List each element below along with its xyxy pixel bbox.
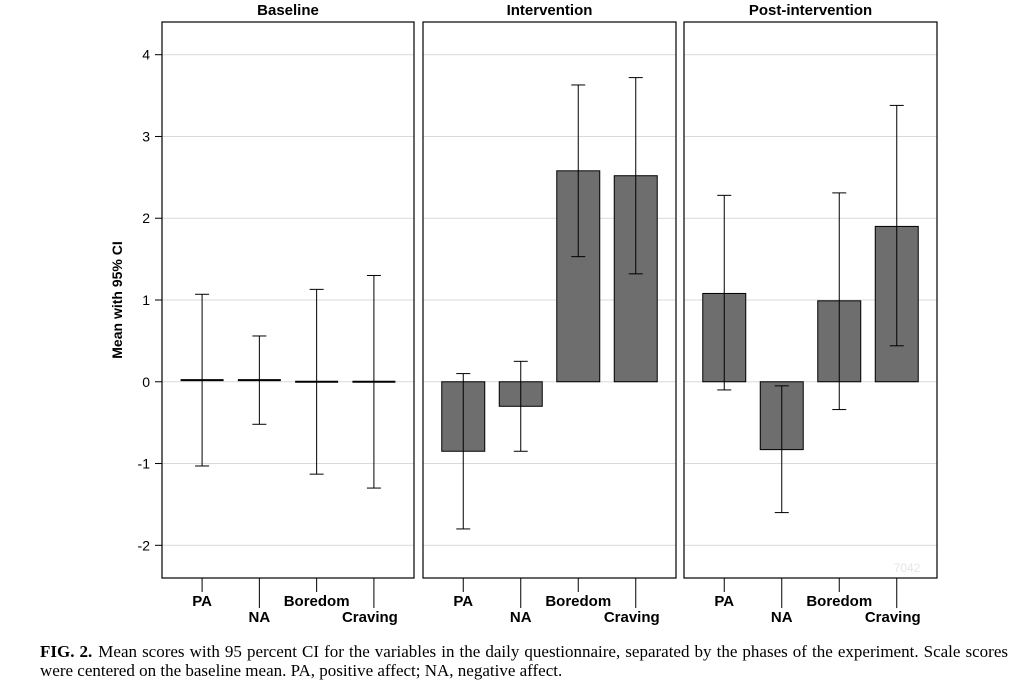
panels: BaselinePANABoredomCravingInterventionPA… (161, 2, 938, 626)
y-tick-label: 3 (142, 128, 150, 144)
y-tick-label: 1 (142, 292, 150, 308)
x-tick-label: NA (510, 609, 532, 626)
caption-label: FIG. 2. (40, 642, 93, 661)
watermark: 7042 (894, 561, 921, 575)
panel-title: Intervention (507, 2, 593, 19)
x-tick-label: PA (714, 593, 734, 610)
x-tick-label: NA (249, 609, 271, 626)
panel-frame (683, 21, 938, 579)
x-tick-label: Craving (865, 609, 921, 626)
x-tick-label: PA (453, 593, 473, 610)
panel-frame (422, 21, 677, 579)
y-tick-label: 4 (142, 47, 150, 63)
y-tick-label: 2 (142, 210, 150, 226)
x-tick-label: Craving (604, 609, 660, 626)
caption-text: Mean scores with 95 percent CI for the v… (40, 642, 1008, 680)
y-tick-label: 0 (142, 374, 150, 390)
x-tick-label: Craving (342, 609, 398, 626)
panel-frame (161, 21, 415, 579)
figure-caption: FIG. 2. Mean scores with 95 percent CI fo… (40, 642, 1008, 680)
y-tick-label: -1 (138, 456, 151, 472)
y-axis-label: Mean with 95% CI (109, 241, 125, 358)
y-tick-label: -2 (138, 537, 151, 553)
panel-title: Baseline (257, 2, 319, 19)
x-tick-label: Boredom (806, 593, 872, 610)
x-tick-label: NA (771, 609, 793, 626)
panel-title: Post-intervention (749, 2, 872, 19)
y-axis: -2 -1 0 1 2 3 4 (138, 47, 162, 553)
x-tick-label: Boredom (284, 593, 350, 610)
x-tick-label: PA (192, 593, 212, 610)
x-tick-label: Boredom (545, 593, 611, 610)
